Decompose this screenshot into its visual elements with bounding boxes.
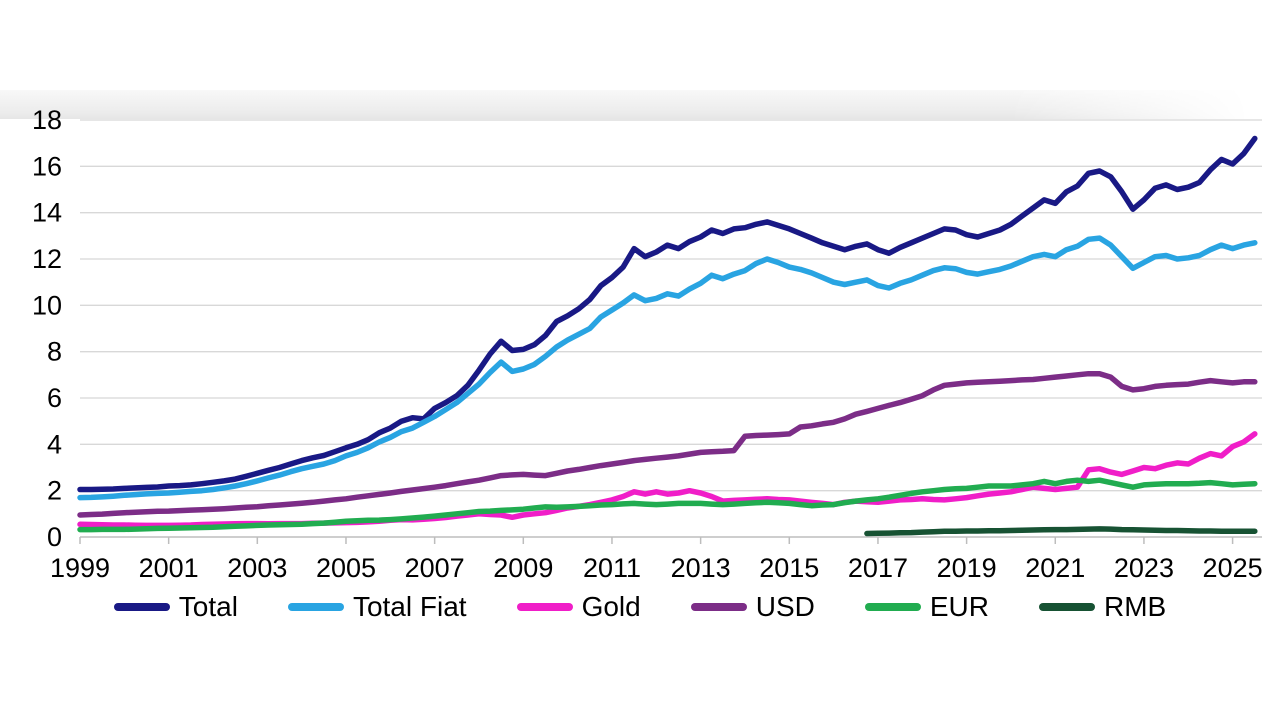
legend-item-rmb: RMB bbox=[1038, 591, 1167, 622]
legend-swatch-usd bbox=[690, 603, 747, 611]
x-tick-label: 2007 bbox=[405, 553, 465, 583]
y-tick-label: 12 bbox=[32, 244, 62, 274]
series-line-total-fiat bbox=[77, 235, 1258, 501]
x-tick-label: 2023 bbox=[1114, 553, 1174, 583]
legend-item-total-fiat: Total Fiat bbox=[287, 591, 467, 622]
legend-swatch-total-fiat bbox=[287, 603, 344, 611]
legend-label-eur: EUR bbox=[929, 591, 989, 622]
legend-item-total: Total bbox=[113, 591, 238, 622]
x-tick-label: 2005 bbox=[316, 553, 376, 583]
legend-label-gold: Gold bbox=[581, 591, 641, 622]
x-tick-label: 2003 bbox=[227, 553, 287, 583]
x-tick-label: 2019 bbox=[937, 553, 997, 583]
x-tick-label: 2025 bbox=[1203, 553, 1263, 583]
y-tick-label: 8 bbox=[47, 337, 62, 367]
legend-label-rmb: RMB bbox=[1103, 591, 1167, 622]
legend-item-eur: EUR bbox=[864, 591, 989, 622]
series-line-rmb bbox=[864, 526, 1258, 537]
legend-swatch-total bbox=[113, 603, 170, 611]
y-tick-label: 2 bbox=[47, 476, 62, 506]
legend-label-total-fiat: Total Fiat bbox=[352, 591, 467, 622]
legend-swatch-gold bbox=[516, 603, 573, 611]
x-tick-label: 2017 bbox=[848, 553, 908, 583]
x-tick-label: 2009 bbox=[493, 553, 553, 583]
x-tick-label: 2011 bbox=[583, 553, 641, 583]
legend-item-gold: Gold bbox=[516, 591, 641, 622]
x-tick-label: 1999 bbox=[50, 553, 110, 583]
legend-label-total: Total bbox=[178, 591, 238, 622]
chart-legend: Total Total Fiat Gold USD EUR RMB bbox=[0, 589, 1280, 625]
top-shade-gradient bbox=[0, 90, 1262, 119]
legend-item-usd: USD bbox=[690, 591, 815, 622]
x-tick-label: 2015 bbox=[759, 553, 819, 583]
series-line-total bbox=[77, 135, 1258, 493]
x-tick-label: 2001 bbox=[139, 553, 199, 583]
y-tick-label: 10 bbox=[32, 290, 62, 320]
y-tick-label: 18 bbox=[32, 105, 62, 135]
y-tick-label: 14 bbox=[32, 198, 62, 228]
legend-swatch-eur bbox=[864, 603, 921, 611]
y-tick-label: 4 bbox=[47, 429, 62, 459]
x-tick-label: 2013 bbox=[671, 553, 731, 583]
series-line-usd bbox=[77, 370, 1258, 518]
legend-label-usd: USD bbox=[755, 591, 815, 622]
series-line-eur bbox=[77, 477, 1258, 533]
x-tick-label: 2021 bbox=[1025, 553, 1085, 583]
y-tick-label: 0 bbox=[47, 522, 62, 552]
legend-swatch-rmb bbox=[1038, 603, 1095, 611]
y-tick-label: 16 bbox=[32, 151, 62, 181]
y-tick-label: 6 bbox=[47, 383, 62, 413]
